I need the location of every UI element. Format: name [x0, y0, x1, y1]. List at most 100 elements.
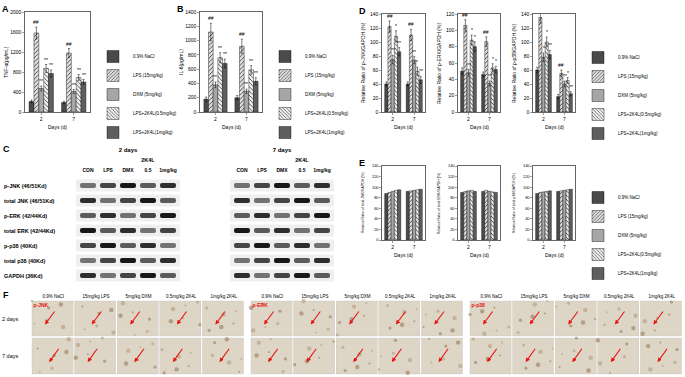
svg-text:Days (d): Days (d)	[48, 124, 67, 130]
svg-text:GAPDH (36Kd): GAPDH (36Kd)	[4, 273, 43, 279]
svg-text:7: 7	[563, 244, 566, 250]
svg-text:7 days: 7 days	[2, 353, 18, 359]
svg-text:1mg/kg: 1mg/kg	[313, 167, 331, 173]
svg-text:0: 0	[376, 237, 379, 242]
svg-text:20: 20	[450, 227, 455, 232]
svg-text:1600: 1600	[10, 29, 21, 35]
svg-text:##: ##	[558, 62, 564, 68]
svg-text:40: 40	[449, 76, 455, 82]
svg-text:20: 20	[524, 95, 530, 101]
svg-text:0.5: 0.5	[299, 167, 306, 173]
svg-text:100: 100	[523, 185, 530, 190]
svg-text:20: 20	[525, 227, 530, 232]
svg-text:2: 2	[467, 116, 470, 122]
svg-text:80: 80	[373, 53, 379, 59]
svg-text:*: *	[543, 45, 545, 51]
svg-text:2K4L: 2K4L	[141, 157, 155, 163]
svg-text:**: **	[44, 57, 48, 63]
svg-text:7: 7	[488, 116, 491, 122]
svg-text:0: 0	[194, 109, 197, 115]
svg-text:C: C	[3, 144, 10, 154]
svg-text:0.5mg/kg 2K4L: 0.5mg/kg 2K4L	[385, 294, 416, 299]
svg-text:0.9% NaCl: 0.9% NaCl	[481, 294, 503, 299]
svg-text:7: 7	[72, 116, 75, 122]
svg-text:800: 800	[188, 52, 197, 58]
svg-text:p-JNK: p-JNK	[34, 302, 49, 308]
svg-text:120: 120	[523, 174, 530, 179]
svg-text:140: 140	[523, 163, 530, 168]
svg-text:##: ##	[387, 13, 393, 19]
svg-text:LPS+2K4L(0.5mg/kg): LPS+2K4L(0.5mg/kg)	[618, 112, 662, 117]
svg-text:##: ##	[208, 15, 214, 21]
svg-text:2: 2	[391, 244, 394, 250]
svg-text:**: **	[488, 73, 492, 79]
svg-text:2: 2	[467, 244, 470, 250]
svg-text:LPS (15mg/kg): LPS (15mg/kg)	[618, 74, 649, 79]
svg-text:Relative Ratio of total ERK/GA: Relative Ratio of total ERK/GAPDH (%)	[437, 173, 441, 234]
svg-text:100: 100	[372, 185, 379, 190]
svg-text:400: 400	[188, 80, 197, 86]
svg-text:*: *	[495, 58, 497, 64]
svg-text:IL-6(pg/mL): IL-6(pg/mL)	[178, 49, 184, 75]
svg-text:1mg/kg 2K4L: 1mg/kg 2K4L	[429, 294, 456, 299]
svg-text:A: A	[2, 4, 9, 14]
svg-text:100: 100	[448, 185, 455, 190]
svg-text:7: 7	[563, 116, 566, 122]
svg-text:DMX: DMX	[276, 167, 288, 173]
svg-text:100: 100	[446, 27, 455, 33]
svg-text:E: E	[359, 158, 365, 168]
svg-text:Days (d): Days (d)	[545, 252, 564, 258]
svg-text:40: 40	[374, 216, 379, 221]
svg-text:7: 7	[245, 116, 248, 122]
svg-text:0.9% NaCl: 0.9% NaCl	[618, 55, 640, 60]
svg-text:0.9% NaCl: 0.9% NaCl	[133, 54, 155, 59]
svg-text:**: **	[467, 62, 471, 68]
svg-text:5mg/kg DXM: 5mg/kg DXM	[563, 294, 589, 299]
svg-text:**: **	[548, 42, 552, 48]
svg-text:1200: 1200	[185, 23, 196, 29]
svg-text:total p38 (40Kd): total p38 (40Kd)	[4, 258, 45, 264]
svg-text:120: 120	[446, 11, 455, 17]
svg-text:60: 60	[374, 206, 379, 211]
svg-text:##: ##	[33, 19, 39, 25]
svg-text:##: ##	[239, 31, 245, 37]
svg-text:LPS (15mg/kg): LPS (15mg/kg)	[618, 214, 649, 219]
svg-text:2: 2	[542, 244, 545, 250]
svg-text:40: 40	[373, 81, 379, 87]
svg-text:Days (d): Days (d)	[222, 124, 241, 130]
svg-text:0: 0	[452, 109, 455, 115]
svg-text:7: 7	[488, 244, 491, 250]
svg-text:80: 80	[524, 53, 530, 59]
svg-text:1400: 1400	[185, 9, 196, 15]
svg-text:5mg/kg DXM: 5mg/kg DXM	[125, 294, 151, 299]
svg-text:Days (d): Days (d)	[394, 124, 413, 130]
svg-text:p-p38 (40Kd): p-p38 (40Kd)	[4, 243, 37, 249]
svg-text:**: **	[223, 51, 227, 57]
svg-text:**: **	[563, 73, 567, 79]
svg-text:*: *	[492, 56, 494, 62]
svg-text:2: 2	[542, 116, 545, 122]
svg-text:60: 60	[450, 206, 455, 211]
svg-text:20: 20	[374, 227, 379, 232]
svg-text:##: ##	[66, 41, 72, 47]
svg-text:DXM (5mg/kg): DXM (5mg/kg)	[618, 93, 648, 98]
svg-text:400: 400	[13, 89, 22, 95]
svg-text:7: 7	[413, 244, 416, 250]
svg-text:1mg/kg 2K4L: 1mg/kg 2K4L	[648, 294, 675, 299]
svg-text:LPS: LPS	[103, 167, 113, 173]
svg-text:600: 600	[188, 66, 197, 72]
svg-text:20: 20	[373, 95, 379, 101]
svg-text:60: 60	[449, 60, 455, 66]
svg-text:CON: CON	[82, 167, 94, 173]
svg-text:LPS: LPS	[257, 167, 267, 173]
svg-text:2 days: 2 days	[119, 147, 138, 153]
svg-text:120: 120	[370, 25, 379, 31]
svg-text:F: F	[3, 290, 9, 300]
svg-text:Days (d): Days (d)	[394, 252, 413, 258]
svg-text:100: 100	[370, 39, 379, 45]
svg-text:0.9% NaCl: 0.9% NaCl	[618, 195, 640, 200]
svg-text:2000: 2000	[10, 9, 21, 15]
svg-text:140: 140	[448, 163, 455, 168]
svg-text:0: 0	[376, 109, 379, 115]
svg-text:**: **	[82, 72, 86, 78]
